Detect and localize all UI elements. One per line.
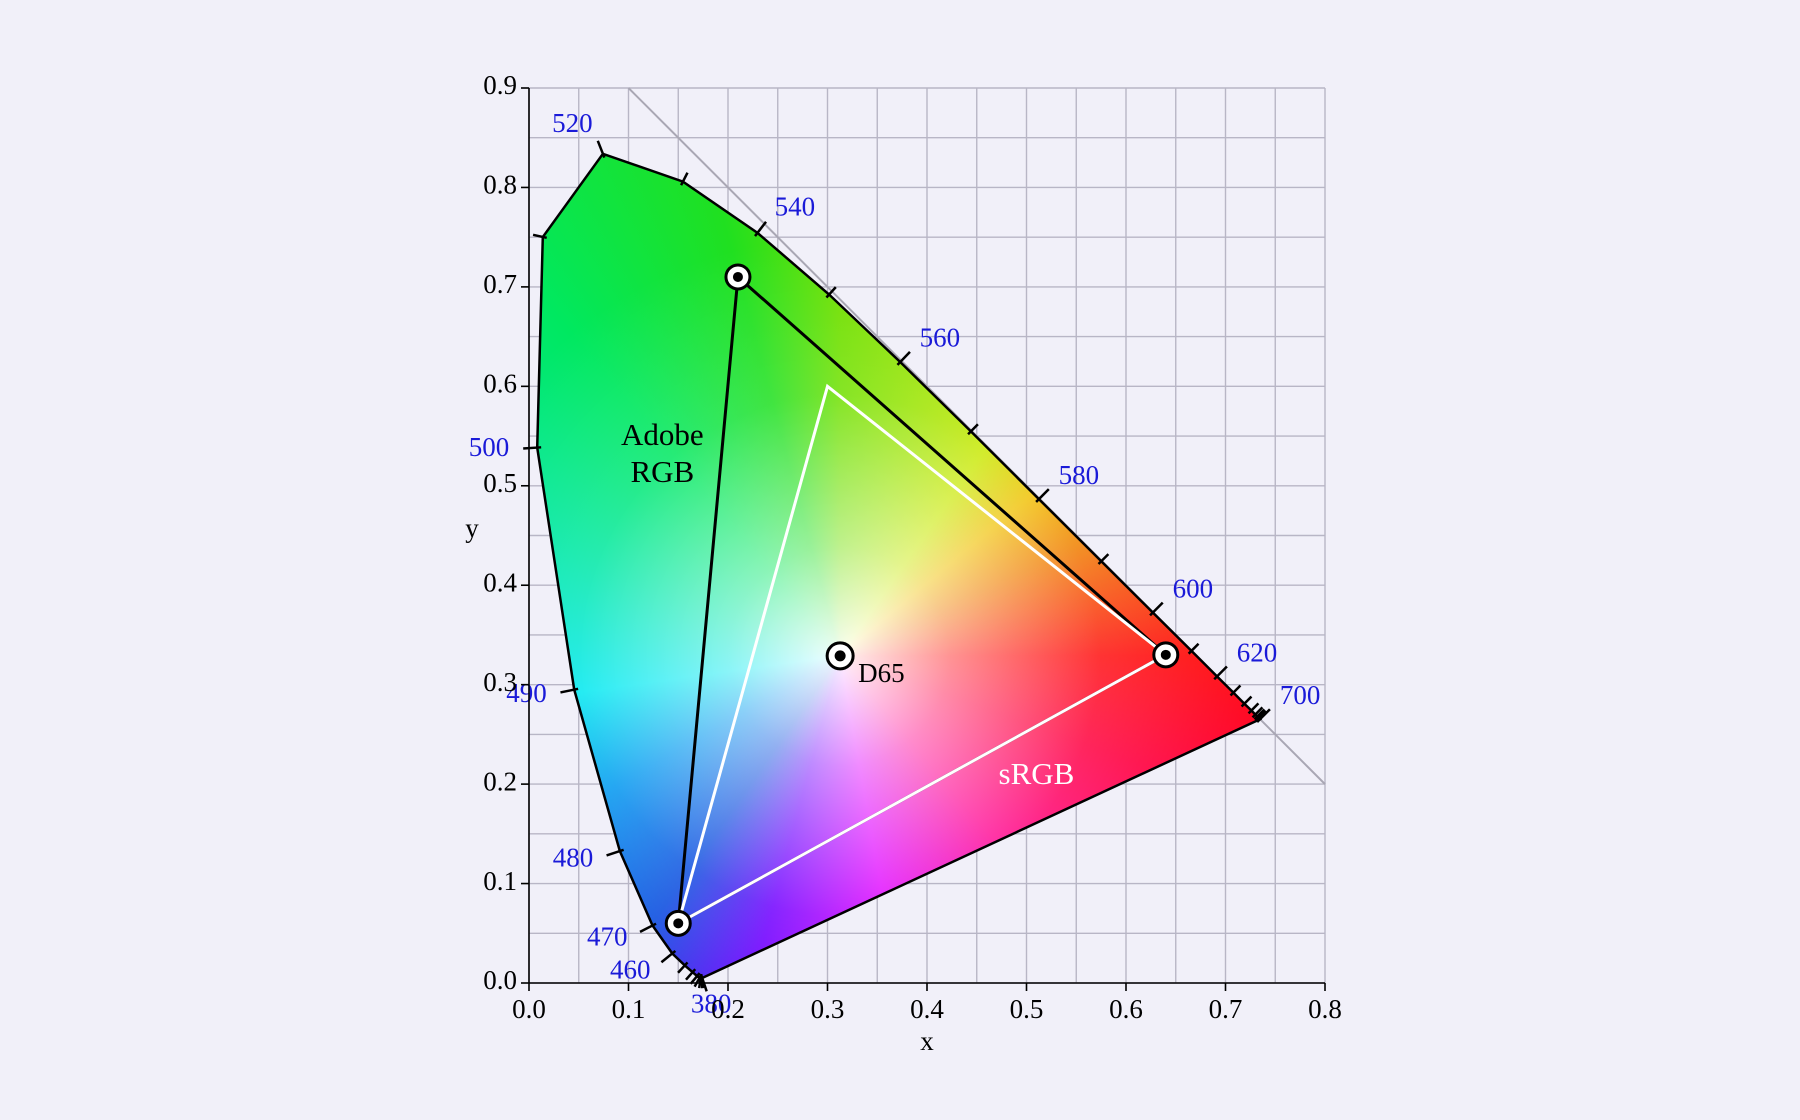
locus-tick: [1240, 695, 1253, 708]
y-axis-label: y: [465, 513, 479, 543]
locus-tick: [606, 848, 625, 857]
x-axis-label: x: [920, 1026, 934, 1056]
y-tick-label: 0.2: [483, 766, 517, 796]
x-tick-label: 0.4: [910, 994, 944, 1024]
locus-tick: [639, 922, 657, 934]
x-tick-label: 0.8: [1308, 994, 1342, 1024]
wavelength-label: 540: [775, 191, 816, 221]
y-tick-label: 0.7: [483, 269, 517, 299]
white-point-dot: [834, 650, 846, 662]
gamut-label: sRGB: [998, 756, 1075, 792]
y-tick-label: 0.3: [483, 667, 517, 697]
locus-tick: [596, 140, 606, 159]
spectral-locus: [535, 152, 1263, 980]
x-tick-label: 0.1: [612, 994, 646, 1024]
locus-tick: [523, 446, 542, 450]
locus-tick: [754, 221, 768, 237]
locus-tick: [677, 961, 689, 974]
locus-tick: [679, 172, 689, 186]
x-tick-label: 0.6: [1109, 994, 1143, 1024]
y-tick-label: 0.5: [483, 468, 517, 498]
y-tick-label: 0.1: [483, 866, 517, 896]
locus-tick: [560, 687, 579, 694]
wavelength-label: 460: [610, 955, 651, 985]
locus-tick: [1253, 708, 1266, 721]
locus-tick: [1255, 709, 1267, 722]
wavelength-label: 560: [920, 323, 961, 353]
locus-tick: [1097, 553, 1110, 565]
locus-tick: [1187, 642, 1200, 655]
wavelength-label: 380: [691, 989, 732, 1019]
locus-tick: [1035, 488, 1050, 503]
wavelength-label: 700: [1280, 680, 1321, 710]
white-point-label: D65: [858, 658, 905, 688]
gamut-label: Adobe RGB: [621, 416, 704, 489]
locus-tick: [967, 423, 979, 436]
locus-tick: [1149, 601, 1164, 617]
x-tick-label: 0.2: [711, 994, 745, 1024]
x-tick-label: 0.0: [512, 994, 546, 1024]
locus-tick: [1251, 706, 1264, 719]
locus-tick: [660, 949, 677, 964]
wavelength-label: 620: [1237, 637, 1278, 667]
locus-tick: [693, 973, 703, 988]
x-tick-label: 0.5: [1010, 994, 1044, 1024]
wavelength-label: 600: [1173, 574, 1214, 604]
wavelength-label: 480: [553, 843, 594, 873]
x-tick-label: 0.3: [811, 994, 845, 1024]
y-tick-label: 0.6: [483, 369, 517, 399]
wavelength-label: 500: [469, 432, 510, 462]
locus-tick: [685, 968, 697, 981]
locus-tick: [1229, 684, 1242, 697]
wavelength-label: 580: [1059, 460, 1100, 490]
locus-tick: [825, 286, 837, 299]
wavelength-label: 490: [506, 678, 547, 708]
locus-tick: [689, 972, 701, 985]
y-tick-label: 0.0: [483, 965, 517, 995]
wavelength-label: 470: [587, 921, 628, 951]
gamut-triangle: [675, 383, 1169, 927]
locus-tick: [1213, 665, 1228, 681]
primary-marker-dot: [1160, 649, 1171, 660]
locus-tick: [896, 351, 911, 366]
x-tick-label: 0.7: [1209, 994, 1243, 1024]
primary-marker-dot: [732, 271, 743, 282]
locus-tick: [1247, 702, 1260, 715]
primary-marker-dot: [673, 918, 684, 929]
y-tick-label: 0.9: [483, 70, 517, 100]
y-tick-label: 0.8: [483, 170, 517, 200]
locus-tick: [532, 233, 548, 240]
y-tick-label: 0.4: [483, 567, 517, 597]
locus-tick: [1256, 708, 1271, 723]
wavelength-label: 520: [552, 108, 593, 138]
